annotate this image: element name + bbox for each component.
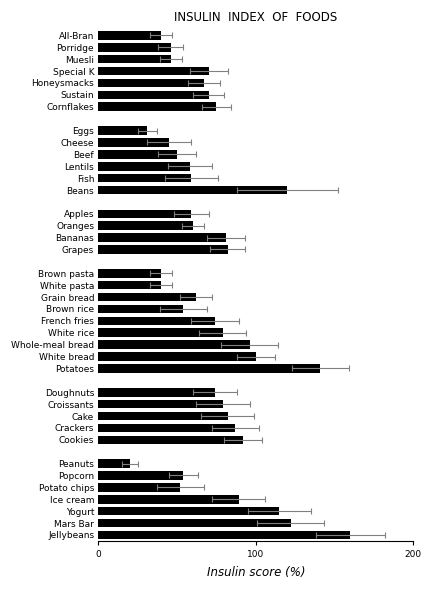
Bar: [98, 530, 350, 539]
X-axis label: Insulin score (%): Insulin score (%): [207, 566, 305, 579]
Bar: [98, 78, 204, 87]
Bar: [98, 245, 227, 254]
Bar: [98, 174, 191, 182]
Bar: [98, 317, 215, 325]
Bar: [98, 233, 226, 242]
Bar: [98, 352, 256, 361]
Bar: [98, 495, 239, 504]
Bar: [98, 55, 171, 64]
Bar: [98, 269, 162, 277]
Bar: [98, 281, 162, 290]
Bar: [98, 126, 147, 135]
Bar: [98, 91, 209, 99]
Bar: [98, 507, 279, 516]
Bar: [98, 400, 223, 408]
Bar: [98, 340, 249, 349]
Bar: [98, 329, 223, 337]
Bar: [98, 388, 215, 396]
Bar: [98, 293, 196, 301]
Bar: [98, 483, 180, 491]
Bar: [98, 424, 236, 432]
Title: INSULIN  INDEX  OF  FOODS: INSULIN INDEX OF FOODS: [174, 11, 337, 24]
Bar: [98, 412, 227, 420]
Bar: [98, 221, 193, 230]
Bar: [98, 304, 184, 313]
Bar: [98, 67, 209, 76]
Bar: [98, 138, 169, 147]
Bar: [98, 31, 162, 40]
Bar: [98, 150, 177, 159]
Bar: [98, 435, 243, 444]
Bar: [98, 364, 320, 373]
Bar: [98, 471, 184, 480]
Bar: [98, 519, 291, 527]
Bar: [98, 162, 190, 171]
Bar: [98, 460, 130, 468]
Bar: [98, 103, 216, 111]
Bar: [98, 43, 171, 51]
Bar: [98, 209, 191, 218]
Bar: [98, 186, 288, 194]
